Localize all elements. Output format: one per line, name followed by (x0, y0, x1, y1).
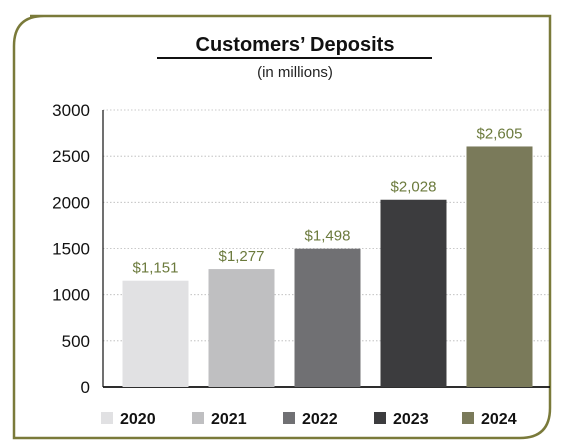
bar-2022 (294, 248, 361, 387)
data-labels: $1,151 $1,277 $1,498 $2,028 $2,605 (133, 125, 523, 276)
data-label-2024: $2,605 (477, 125, 523, 142)
legend-swatch-2021 (192, 412, 204, 424)
data-label-2022: $1,498 (305, 228, 351, 245)
bars (122, 146, 533, 387)
data-label-2021: $1,277 (219, 248, 265, 265)
y-tick-label: 0 (81, 378, 90, 397)
y-tick-label: 3000 (52, 101, 90, 120)
data-label-2020: $1,151 (133, 260, 179, 277)
legend-label-2020: 2020 (120, 411, 156, 428)
chart-subtitle: (in millions) (257, 64, 333, 81)
y-tick-label: 2000 (52, 193, 90, 212)
y-tick-label: 2500 (52, 147, 90, 166)
legend-swatch-2023 (374, 412, 386, 424)
bar-2023 (380, 199, 447, 387)
legend-swatch-2022 (283, 412, 295, 424)
legend-label-2022: 2022 (302, 411, 338, 428)
legend-label-2023: 2023 (393, 411, 429, 428)
y-tick-label: 1500 (52, 240, 90, 259)
bar-2020 (122, 280, 189, 387)
y-axis: 0 500 1000 1500 2000 2500 3000 (52, 101, 550, 397)
chart-title: Customers’ Deposits (196, 34, 395, 56)
legend-swatch-2024 (462, 412, 474, 424)
legend-label-2024: 2024 (481, 411, 517, 428)
bar-2021 (208, 269, 275, 387)
bar-2024 (466, 146, 533, 387)
y-tick-label: 500 (62, 332, 90, 351)
legend-label-2021: 2021 (211, 411, 247, 428)
y-tick-label: 1000 (52, 286, 90, 305)
legend: 2020 2021 2022 2023 2024 (101, 411, 517, 428)
legend-swatch-2020 (101, 412, 113, 424)
data-label-2023: $2,028 (391, 179, 437, 196)
